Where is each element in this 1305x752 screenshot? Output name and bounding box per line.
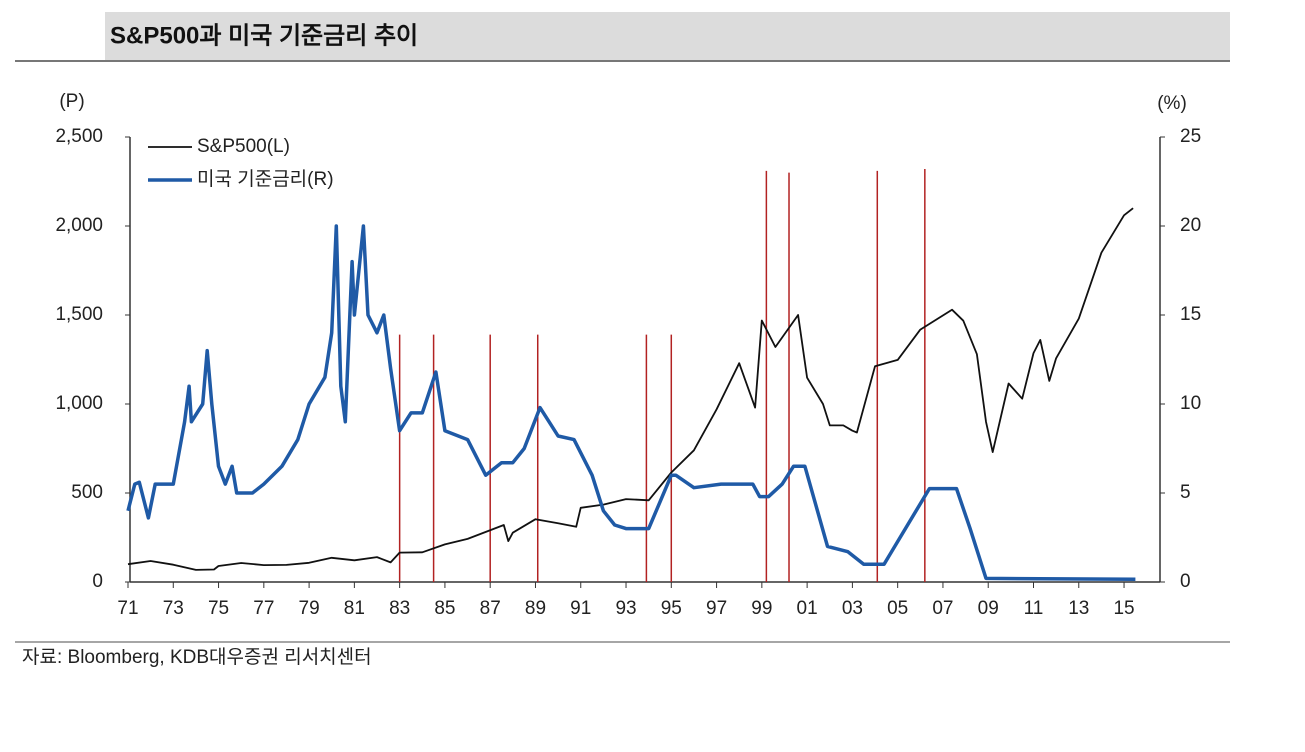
y-tick-label: 2,500 <box>55 126 103 147</box>
y2-tick-label: 0 <box>1180 571 1191 592</box>
source: 자료: Bloomberg, KDB대우증권 리서치센터 <box>22 646 372 668</box>
x-tick-label: 03 <box>842 598 863 619</box>
y2-axis-label: (%) <box>1157 93 1187 114</box>
y-tick-label: 0 <box>92 571 103 592</box>
y-tick-label: 1,500 <box>55 304 103 325</box>
y2-tick-label: 25 <box>1180 126 1201 147</box>
x-tick-label: 71 <box>117 598 138 619</box>
legend-label: 미국 기준금리(R) <box>197 168 334 190</box>
x-tick-label: 99 <box>751 598 772 619</box>
chart-title: S&P500과 미국 기준금리 추이 <box>110 22 418 49</box>
y2-tick-label: 5 <box>1180 482 1191 503</box>
x-tick-label: 89 <box>525 598 546 619</box>
y-tick-label: 500 <box>71 482 103 503</box>
x-tick-label: 77 <box>253 598 274 619</box>
x-tick-label: 91 <box>570 598 591 619</box>
y2-tick-label: 20 <box>1180 215 1201 236</box>
legend-label: S&P500(L) <box>197 136 290 157</box>
x-tick-label: 09 <box>978 598 999 619</box>
x-tick-label: 85 <box>434 598 455 619</box>
x-tick-label: 93 <box>615 598 636 619</box>
title-mask <box>15 12 105 60</box>
y-tick-label: 2,000 <box>55 215 103 236</box>
x-tick-label: 83 <box>389 598 410 619</box>
x-tick-label: 07 <box>932 598 953 619</box>
x-tick-label: 13 <box>1068 598 1089 619</box>
title-bar <box>15 12 1230 60</box>
series-line <box>126 224 1136 582</box>
x-tick-label: 97 <box>706 598 727 619</box>
x-tick-label: 87 <box>480 598 501 619</box>
x-tick-label: 05 <box>887 598 908 619</box>
x-tick-label: 81 <box>344 598 365 619</box>
x-tick-label: 79 <box>299 598 320 619</box>
y-axis-label: (P) <box>59 91 84 112</box>
y2-tick-label: 15 <box>1180 304 1201 325</box>
x-tick-label: 75 <box>208 598 229 619</box>
x-tick-label: 95 <box>661 598 682 619</box>
y-tick-label: 1,000 <box>55 393 103 414</box>
y2-tick-label: 10 <box>1180 393 1201 414</box>
x-tick-label: 15 <box>1113 598 1134 619</box>
x-tick-label: 01 <box>797 598 818 619</box>
x-tick-label: 73 <box>163 598 184 619</box>
x-tick-label: 11 <box>1024 598 1044 619</box>
series-line <box>127 207 1134 571</box>
